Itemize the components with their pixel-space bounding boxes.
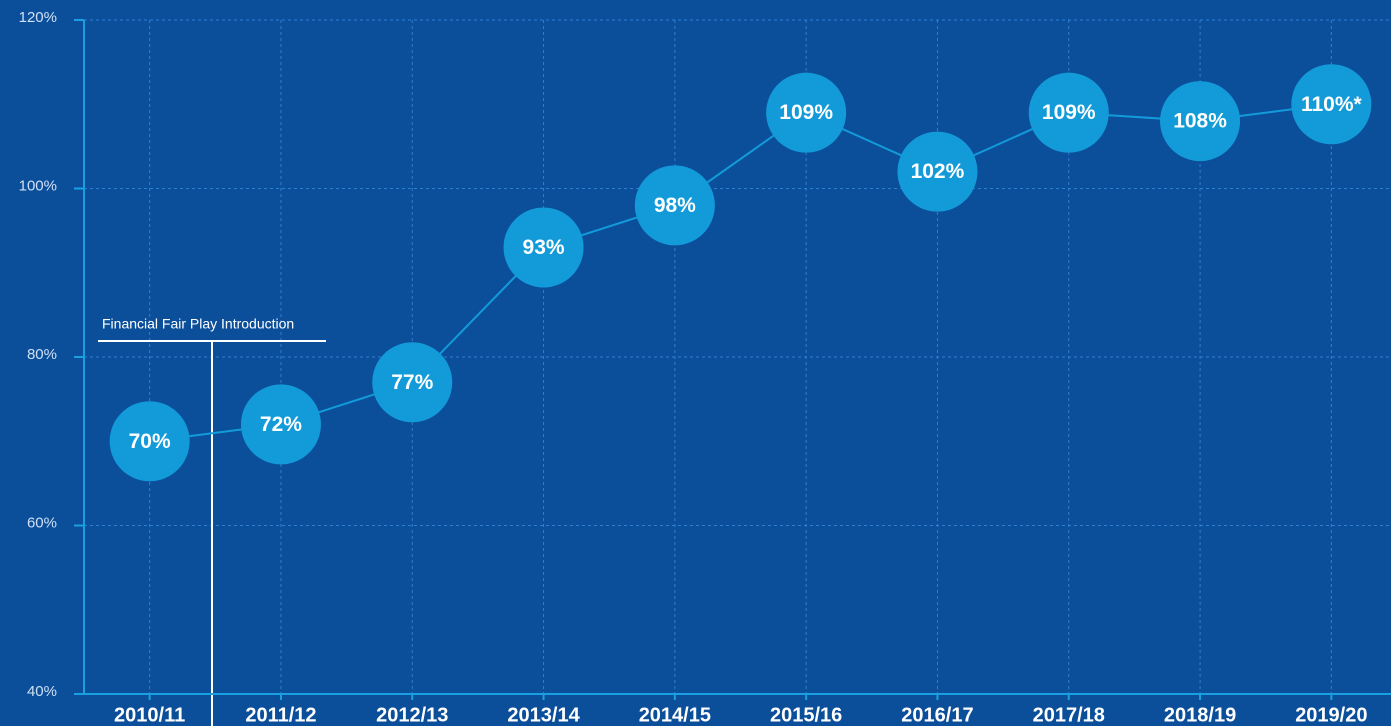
- value-label: 109%: [779, 101, 833, 124]
- value-label: 70%: [129, 430, 171, 453]
- y-tick-label: 40%: [27, 683, 57, 700]
- value-label: 98%: [654, 194, 696, 217]
- data-point: [634, 165, 715, 246]
- data-point: [897, 131, 978, 212]
- x-tick-label: 2016/17: [901, 704, 973, 726]
- x-tick-label: 2019/20: [1295, 704, 1367, 726]
- value-label: 77%: [391, 371, 433, 394]
- x-tick-label: 2013/14: [507, 704, 580, 726]
- value-label: 109%: [1042, 101, 1096, 124]
- value-label: 102%: [911, 160, 965, 183]
- y-tick-label: 120%: [19, 9, 57, 26]
- x-tick-label: 2015/16: [770, 704, 842, 726]
- data-point: [1291, 64, 1372, 145]
- data-point: [109, 401, 190, 482]
- y-tick-label: 60%: [27, 514, 57, 531]
- value-label: 72%: [260, 413, 302, 436]
- value-label: 110%*: [1301, 93, 1363, 116]
- data-point: [503, 207, 584, 288]
- x-tick-label: 2011/12: [245, 704, 316, 726]
- x-tick-label: 2018/19: [1164, 704, 1236, 726]
- value-label: 93%: [523, 236, 565, 259]
- data-point: [1028, 72, 1109, 153]
- y-tick-label: 80%: [27, 346, 57, 363]
- x-tick-label: 2017/18: [1033, 704, 1105, 726]
- data-point: [372, 342, 453, 423]
- x-tick-label: 2010/11: [114, 704, 185, 726]
- data-point: [766, 72, 847, 153]
- annotation: Financial Fair Play Introduction: [102, 316, 294, 332]
- x-tick-label: 2012/13: [376, 704, 448, 726]
- data-point: [1160, 81, 1241, 162]
- y-tick-label: 100%: [19, 177, 57, 194]
- value-label: 108%: [1173, 110, 1227, 133]
- data-line: [149, 103, 1332, 443]
- data-point: [240, 384, 321, 465]
- x-tick-label: 2014/15: [639, 704, 711, 726]
